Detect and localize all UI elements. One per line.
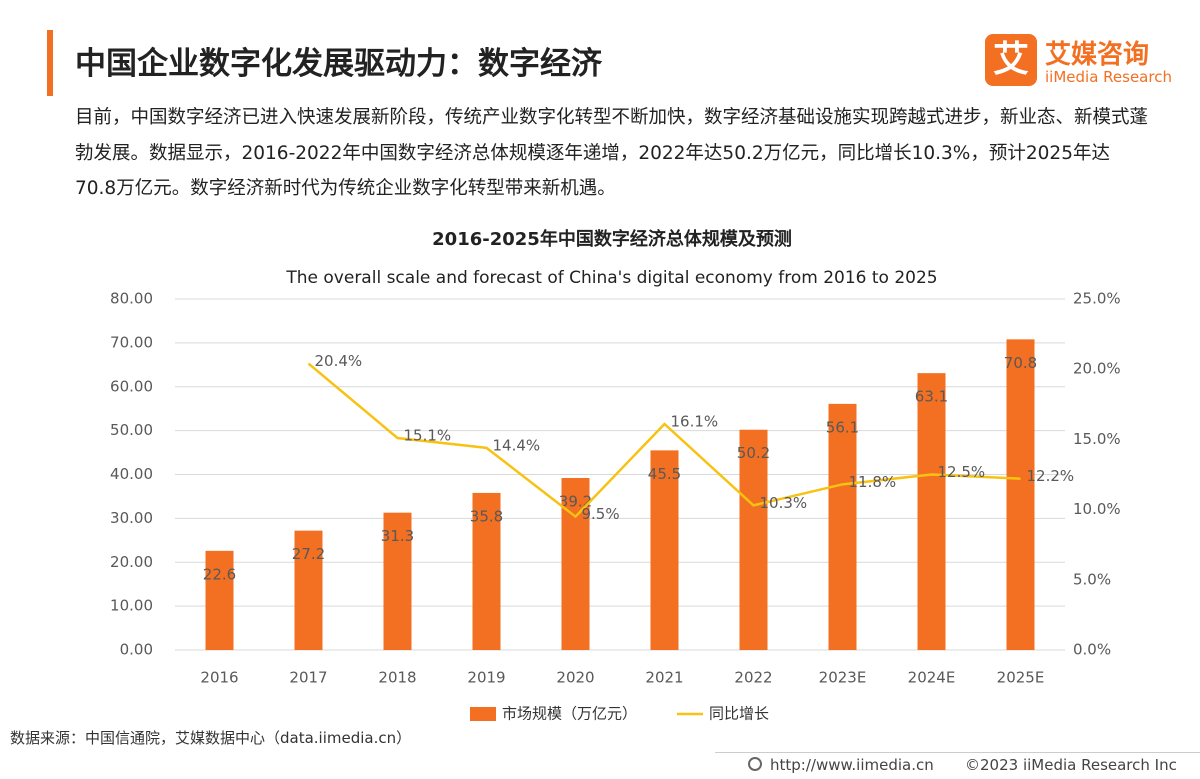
footer-url: http://www.iimedia.cn — [770, 756, 934, 774]
y-tick-label: 50.00 — [110, 421, 153, 439]
line-label: 12.2% — [1027, 467, 1075, 485]
legend-swatch — [470, 707, 496, 721]
x-tick-label: 2018 — [378, 669, 416, 687]
footer-copyright: ©2023 iiMedia Research Inc — [965, 756, 1177, 774]
logo-mark: 艾 — [985, 34, 1037, 86]
x-tick-label: 2020 — [556, 669, 594, 687]
x-tick-label: 2023E — [819, 669, 867, 687]
bar — [650, 450, 679, 650]
logo-en: iiMedia Research — [1045, 68, 1172, 86]
footer-line — [715, 752, 1200, 753]
y-tick-label: 30.00 — [110, 509, 153, 527]
y2-tick-label: 25.0% — [1073, 290, 1121, 308]
y2-tick-label: 5.0% — [1073, 570, 1111, 588]
y-tick-label: 0.00 — [120, 641, 153, 659]
x-tick-label: 2019 — [467, 669, 505, 687]
x-tick-label: 2021 — [645, 669, 683, 687]
bar-label: 35.8 — [470, 507, 503, 525]
line-label: 10.3% — [760, 494, 808, 512]
footer-icon — [748, 757, 762, 771]
bar-label: 45.5 — [648, 465, 681, 483]
x-tick-label: 2024E — [908, 669, 956, 687]
bar-label: 31.3 — [381, 527, 414, 545]
y2-tick-label: 20.0% — [1073, 360, 1121, 378]
line-label: 20.4% — [315, 352, 363, 370]
bar — [739, 429, 768, 650]
line-label: 12.5% — [938, 463, 986, 481]
title-accent — [47, 30, 53, 96]
bar-label: 63.1 — [915, 388, 948, 406]
bar-label: 27.2 — [292, 545, 325, 563]
logo: 艾 艾媒咨询 iiMedia Research — [985, 34, 1185, 94]
logo-cn: 艾媒咨询 — [1045, 40, 1150, 70]
y-tick-label: 10.00 — [110, 597, 153, 615]
line-label: 16.1% — [671, 412, 719, 430]
y-tick-label: 40.00 — [110, 465, 153, 483]
line — [307, 362, 1021, 519]
chart-subtitle: The overall scale and forecast of China'… — [285, 268, 937, 288]
bar-label: 56.1 — [826, 418, 859, 436]
bar — [383, 512, 412, 650]
y-tick-label: 20.00 — [110, 553, 153, 571]
page-title: 中国企业数字化发展驱动力：数字经济 — [75, 46, 602, 82]
x-tick-label: 2017 — [289, 669, 327, 687]
y-tick-label: 60.00 — [110, 377, 153, 395]
line-label: 9.5% — [582, 505, 620, 523]
bar — [1006, 339, 1035, 650]
bar — [205, 550, 234, 650]
bar — [828, 403, 857, 650]
intro-text: 目前，中国数字经济已进入快速发展新阶段，传统产业数字化转型不断加快，数字经济基础… — [75, 107, 1149, 199]
legend-label: 市场规模（万亿元） — [502, 705, 637, 723]
bar — [294, 530, 323, 650]
bar — [917, 373, 946, 650]
y-tick-label: 80.00 — [110, 290, 153, 308]
bar-label: 70.8 — [1004, 354, 1037, 372]
x-tick-label: 2016 — [200, 669, 238, 687]
line-label: 11.8% — [849, 473, 897, 491]
y2-tick-label: 0.0% — [1073, 641, 1111, 659]
legend-label: 同比增长 — [709, 705, 769, 723]
y2-tick-label: 10.0% — [1073, 500, 1121, 518]
source: 数据来源：中国信通院，艾媒数据中心（data.iimedia.cn） — [10, 729, 412, 747]
y-tick-label: 70.00 — [110, 333, 153, 351]
x-tick-label: 2025E — [997, 669, 1045, 687]
bar — [472, 492, 501, 650]
line-label: 15.1% — [404, 426, 452, 444]
chart-title: 2016-2025年中国数字经济总体规模及预测 — [432, 228, 792, 250]
bar-label: 39.2 — [559, 493, 592, 511]
y2-tick-label: 15.0% — [1073, 430, 1121, 448]
line-label: 14.4% — [493, 436, 541, 454]
bar-label: 22.6 — [203, 565, 236, 583]
x-tick-label: 2022 — [734, 669, 772, 687]
bar-label: 50.2 — [737, 444, 770, 462]
